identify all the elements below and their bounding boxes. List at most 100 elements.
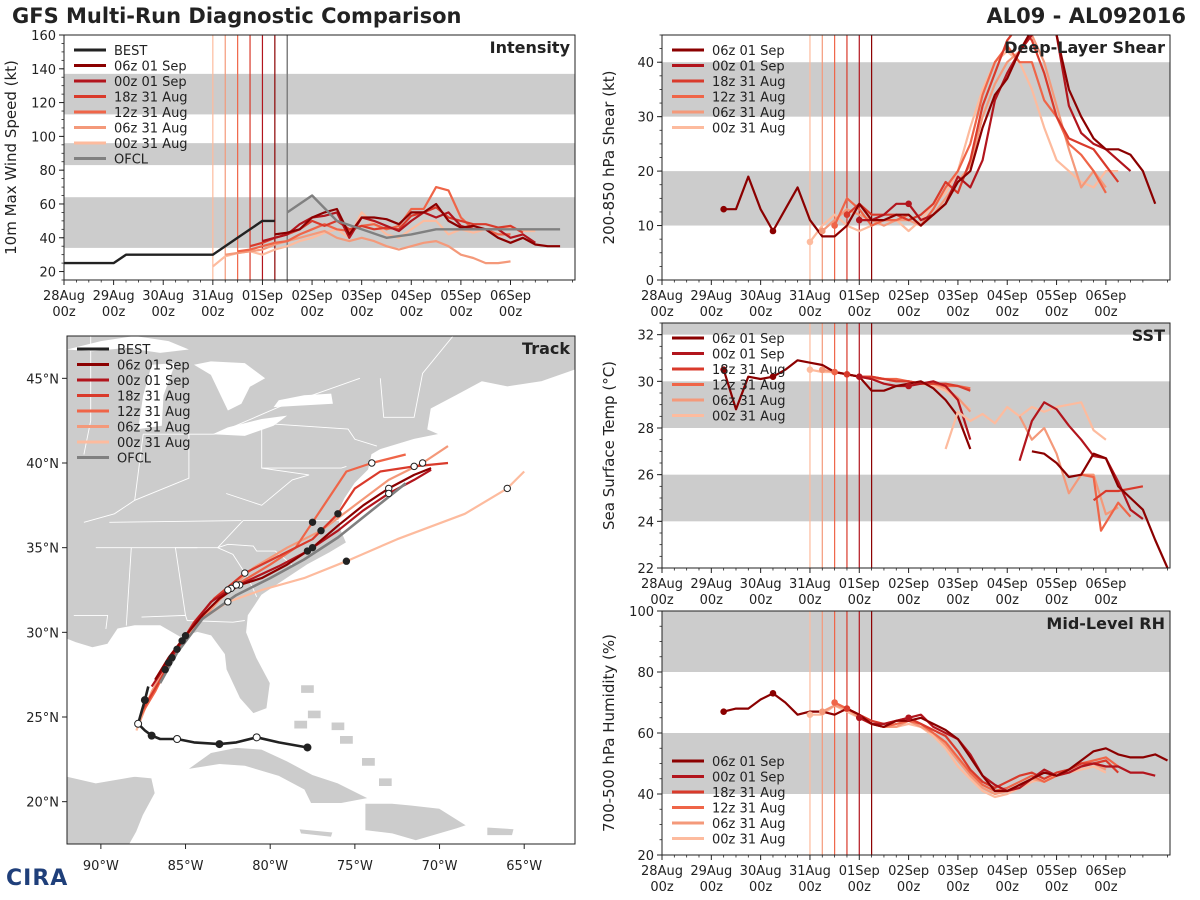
sst-ytick-label: 28 — [637, 422, 654, 437]
intensity-best-line — [64, 219, 275, 265]
rh-xtick-label: 03Sep — [937, 864, 978, 879]
shear-xtick-label: 00z — [1094, 305, 1118, 320]
track-marker-12z31 — [308, 518, 317, 526]
sst-ytick-label: 22 — [637, 562, 654, 577]
intensity-legend-label: 00z 01 Sep — [114, 75, 187, 90]
track-xtick-label: 80°W — [252, 859, 288, 874]
sst-series-12z31-later — [1080, 473, 1132, 532]
rh-band-1 — [662, 611, 1170, 672]
sst-xtick-label: 05Sep — [1036, 577, 1077, 592]
rh-xtick-label: 00z — [996, 880, 1020, 895]
border-wv-md — [226, 429, 310, 506]
rh-legend-label: 00z 01 Sep — [712, 771, 785, 786]
shear-xtick-label: 00z — [946, 305, 970, 320]
intensity-ytick-label: 100 — [31, 130, 56, 145]
sst-xtick-label: 06Sep — [1085, 577, 1126, 592]
shear-xtick-label: 02Sep — [888, 289, 929, 304]
rh-init-dot-18z31 — [843, 705, 851, 712]
intensity-frame — [63, 34, 576, 281]
shear-xtick-label: 00z — [700, 305, 724, 320]
shear-xtick-label: 00z — [996, 305, 1020, 320]
intensity-ofcl-line — [286, 194, 561, 240]
track-xtick-label: 90°W — [83, 859, 119, 874]
sst-init-dot-06z01 — [720, 366, 727, 373]
track-ytick-label: 20°N — [26, 796, 59, 811]
shear-dot-06z01 — [769, 227, 777, 235]
shear-xtick-label: 00z — [897, 305, 921, 320]
land-hispaniola — [364, 803, 468, 842]
page-title: GFS Multi-Run Diagnostic Comparison — [12, 4, 462, 28]
rh-ytick-label: 20 — [637, 849, 654, 864]
shear-xtick-label: 00z — [798, 305, 822, 320]
intensity-xtick-label: 00z — [102, 305, 126, 320]
track-marker-00z31 — [224, 598, 232, 606]
shear-series-00z01 — [859, 35, 1132, 222]
shear-xtick-label: 29Aug — [690, 289, 732, 304]
border-in-il — [134, 434, 144, 501]
track-ytick-label: 40°N — [26, 457, 59, 472]
sst-series-00z01 — [859, 375, 972, 441]
track-marker-18z31 — [173, 645, 181, 653]
land-bahamas-2 — [330, 721, 346, 731]
sst-ytick-label: 30 — [637, 375, 654, 390]
rh-xtick-label: 00z — [749, 880, 773, 895]
shear-ytick-label: 40 — [637, 56, 654, 71]
track-marker-00z01 — [303, 547, 312, 555]
shear-legend-label: 00z 01 Sep — [712, 60, 785, 75]
rh-plot-area — [662, 611, 1170, 855]
intensity-xtick-label: 01Sep — [242, 289, 283, 304]
border-mason-dixon — [261, 465, 347, 469]
rh-xtick-label: 00z — [798, 880, 822, 895]
sst-dot-00z01 — [905, 382, 912, 390]
sst-xtick-label: 01Sep — [839, 577, 880, 592]
land-bahamas-1 — [307, 709, 322, 720]
track-legend-label: 12z 31 Aug — [117, 405, 191, 420]
sst-title: SST — [1132, 326, 1165, 345]
shear-xtick-label: 28Aug — [641, 289, 683, 304]
intensity-xtick-label: 31Aug — [192, 289, 234, 304]
track-marker-06z31 — [164, 659, 173, 667]
rh-ytick-label: 80 — [637, 666, 654, 681]
sst-init-dot-00z01 — [855, 373, 863, 380]
land-puerto-rico — [486, 826, 515, 836]
track-legend-label: 18z 31 Aug — [117, 390, 191, 405]
shear-band-1 — [662, 62, 1170, 117]
intensity-legend-label: 00z 31 Aug — [114, 137, 188, 152]
rh-ytick-label: 100 — [629, 605, 654, 620]
rh-xtick-label: 00z — [1094, 880, 1118, 895]
sst-xtick-label: 03Sep — [937, 577, 978, 592]
sst-band-0 — [662, 474, 1170, 522]
sst-xtick-label: 30Aug — [740, 577, 782, 592]
sst-init-dot-12z31 — [831, 368, 838, 376]
lake-michigan — [138, 363, 176, 430]
intensity-legend-label: 06z 31 Aug — [114, 122, 188, 137]
intensity-ytick-label: 140 — [31, 63, 56, 78]
sst-panel: 22242628303228Aug00z29Aug00z30Aug00z31Au… — [600, 322, 1171, 608]
border-al-ms — [125, 547, 132, 626]
track-marker-best — [173, 735, 182, 744]
sst-band-2 — [662, 323, 1170, 335]
shear-xtick-label: 03Sep — [937, 289, 978, 304]
shear-xtick-label: 00z — [650, 305, 674, 320]
rh-xtick-label: 00z — [946, 880, 970, 895]
shear-ytick-label: 30 — [637, 111, 654, 126]
shear-xtick-label: 30Aug — [740, 289, 782, 304]
sst-xtick-label: 29Aug — [690, 577, 732, 592]
track-frame — [66, 335, 576, 845]
sst-init-dot-06z31 — [818, 366, 826, 373]
sst-series-18z31 — [846, 373, 971, 392]
intensity-ytick-label: 60 — [39, 198, 56, 213]
shear-init-dot-00z31 — [806, 238, 814, 246]
intensity-title: Intensity — [490, 38, 571, 57]
track-xtick-label: 65°W — [506, 859, 542, 874]
track-map-area — [67, 336, 575, 844]
sst-xtick-label: 04Sep — [987, 577, 1028, 592]
intensity-ytick-label: 40 — [39, 232, 56, 247]
rh-xtick-label: 02Sep — [888, 864, 929, 879]
rh-xtick-label: 00z — [897, 880, 921, 895]
track-xtick-label: 75°W — [337, 859, 373, 874]
rh-xtick-label: 06Sep — [1085, 864, 1126, 879]
track-marker-00z31 — [342, 557, 351, 565]
intensity-band-2 — [64, 73, 575, 115]
